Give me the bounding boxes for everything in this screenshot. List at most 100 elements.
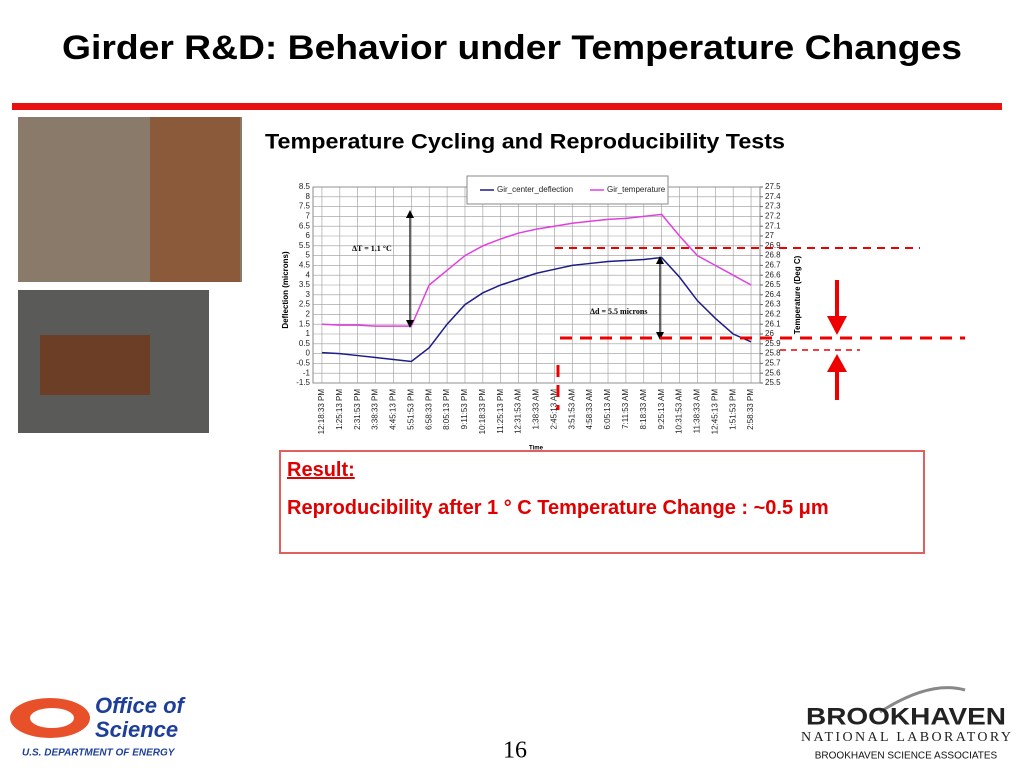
series-line <box>321 213 752 327</box>
photo-detail <box>150 117 240 282</box>
arrow-head <box>827 316 847 335</box>
x-tick-label: 10:31:53 AM <box>675 389 684 434</box>
chart: -1.5-1-0.500.511.522.533.544.555.566.577… <box>281 175 802 452</box>
y2-tick-label: 26.7 <box>765 261 781 270</box>
x-tick-label: 1:25:13 PM <box>335 389 344 430</box>
x-tick-label: 4:45:13 PM <box>389 389 398 430</box>
x-tick-label: 1:51:53 PM <box>728 389 737 430</box>
y2-tick-label: 25.9 <box>765 339 781 348</box>
y-tick-label: -0.5 <box>296 359 310 368</box>
title: Girder R&D: Behavior under Temperature C… <box>62 29 962 67</box>
x-tick-label: 7:11:53 AM <box>621 389 630 429</box>
y2-tick-label: 26 <box>765 329 774 338</box>
annotation: ΔT = 1.1 °C <box>352 244 392 253</box>
doe-logo <box>30 708 74 728</box>
series-line <box>321 256 752 363</box>
y2-tick-label: 27.4 <box>765 192 781 201</box>
y2-tick-label: 27.5 <box>765 182 781 191</box>
x-tick-label: 3:51:53 AM <box>567 389 576 430</box>
bnl-text: NATIONAL LABORATORY <box>801 730 1011 745</box>
annotation-arrow-head <box>406 210 414 218</box>
y2-tick-label: 26.3 <box>765 300 781 309</box>
legend-label: Gir_center_deflection <box>497 185 573 194</box>
annotation: Δd = 5.5 microns <box>590 307 647 316</box>
y-tick-label: 8.5 <box>299 182 311 191</box>
arrow-head <box>827 354 847 372</box>
x-tick-label: 12:45:13 PM <box>710 389 719 435</box>
x-tick-label: 2:45:13 AM <box>549 389 558 430</box>
result-box: Result: Reproducibility after 1 ° C Temp… <box>279 450 925 554</box>
page-number: 16 <box>503 738 527 764</box>
x-tick-label: 6:58:33 PM <box>424 389 433 430</box>
subtitle: Temperature Cycling and Reproducibility … <box>265 131 785 154</box>
x-tick-label: 8:05:13 PM <box>442 389 451 430</box>
y-tick-label: 3.5 <box>299 280 311 289</box>
y-tick-label: 7 <box>306 212 311 221</box>
x-tick-label: 5:51:53 PM <box>406 389 415 430</box>
x-axis-label: Time <box>529 446 544 452</box>
x-tick-label: 10:18:33 PM <box>478 389 487 435</box>
photo-detail <box>40 335 150 395</box>
y-tick-label: 6.5 <box>299 221 311 230</box>
y2-tick-label: 26.9 <box>765 241 781 250</box>
x-tick-label: 12:31:53 AM <box>514 389 523 434</box>
legend-label: Gir_temperature <box>607 185 666 194</box>
doe-text: Office of <box>95 693 187 718</box>
y-tick-label: -1.5 <box>296 378 310 387</box>
y2-tick-label: 26.4 <box>765 290 781 299</box>
y2-tick-label: 27 <box>765 231 774 240</box>
bnl-text: BROOKHAVEN <box>806 703 1006 730</box>
y-tick-label: -1 <box>303 368 311 377</box>
x-tick-label: 1:38:33 AM <box>532 389 541 430</box>
bnl-swoosh <box>879 686 966 714</box>
x-tick-label: 8:18:33 AM <box>639 389 648 430</box>
x-tick-label: 3:38:33 PM <box>371 389 380 430</box>
y2-tick-label: 26.6 <box>765 270 781 279</box>
y-tick-label: 2 <box>306 310 311 319</box>
y-axis-label: Deflection (microns) <box>281 251 290 329</box>
annotation-arrow-head <box>656 256 664 264</box>
y-tick-label: 6 <box>306 231 311 240</box>
y2-tick-label: 26.1 <box>765 319 781 328</box>
y-tick-label: 5 <box>306 251 311 260</box>
y-tick-label: 4 <box>306 270 311 279</box>
y-tick-label: 1 <box>306 329 311 338</box>
y-tick-label: 5.5 <box>299 241 311 250</box>
y2-tick-label: 27.2 <box>765 212 781 221</box>
x-tick-label: 2:31:53 PM <box>353 389 362 430</box>
x-tick-label: 11:25:13 PM <box>496 389 505 434</box>
y-tick-label: 4.5 <box>299 261 311 270</box>
annotation-arrow-head <box>406 320 414 328</box>
x-tick-label: 11:38:33 AM <box>693 389 702 434</box>
y2-tick-label: 25.5 <box>765 378 781 387</box>
bnl-text: BROOKHAVEN SCIENCE ASSOCIATES <box>815 751 998 762</box>
y2-tick-label: 25.6 <box>765 368 781 377</box>
y2-tick-label: 26.2 <box>765 310 781 319</box>
x-tick-label: 2:58:33 PM <box>746 389 755 430</box>
result-heading: Result: <box>287 459 355 481</box>
title-bar <box>12 103 1002 110</box>
x-tick-label: 4:58:33 AM <box>585 389 594 430</box>
y2-tick-label: 25.7 <box>765 359 781 368</box>
doe-text: Science <box>95 717 178 742</box>
y2-tick-label: 26.5 <box>765 280 781 289</box>
y-tick-label: 0 <box>306 349 311 358</box>
y2-tick-label: 27.3 <box>765 202 781 211</box>
y-tick-label: 0.5 <box>299 339 311 348</box>
result-text: Reproducibility after 1 ° C Temperature … <box>287 497 829 519</box>
y2-tick-label: 26.8 <box>765 251 781 260</box>
annotation-arrow-head <box>656 332 664 340</box>
y-tick-label: 1.5 <box>299 319 311 328</box>
y-tick-label: 8 <box>306 192 311 201</box>
x-tick-label: 9:11:53 PM <box>460 389 469 430</box>
y-tick-label: 7.5 <box>299 202 311 211</box>
x-tick-label: 12:18:33 PM <box>317 389 326 435</box>
doe-text: U.S. DEPARTMENT OF ENERGY <box>22 748 176 759</box>
y2-tick-label: 25.8 <box>765 349 781 358</box>
y-tick-label: 2.5 <box>299 300 311 309</box>
x-tick-label: 9:25:13 AM <box>657 389 666 430</box>
legend <box>466 175 669 205</box>
y-tick-label: 3 <box>306 290 311 299</box>
